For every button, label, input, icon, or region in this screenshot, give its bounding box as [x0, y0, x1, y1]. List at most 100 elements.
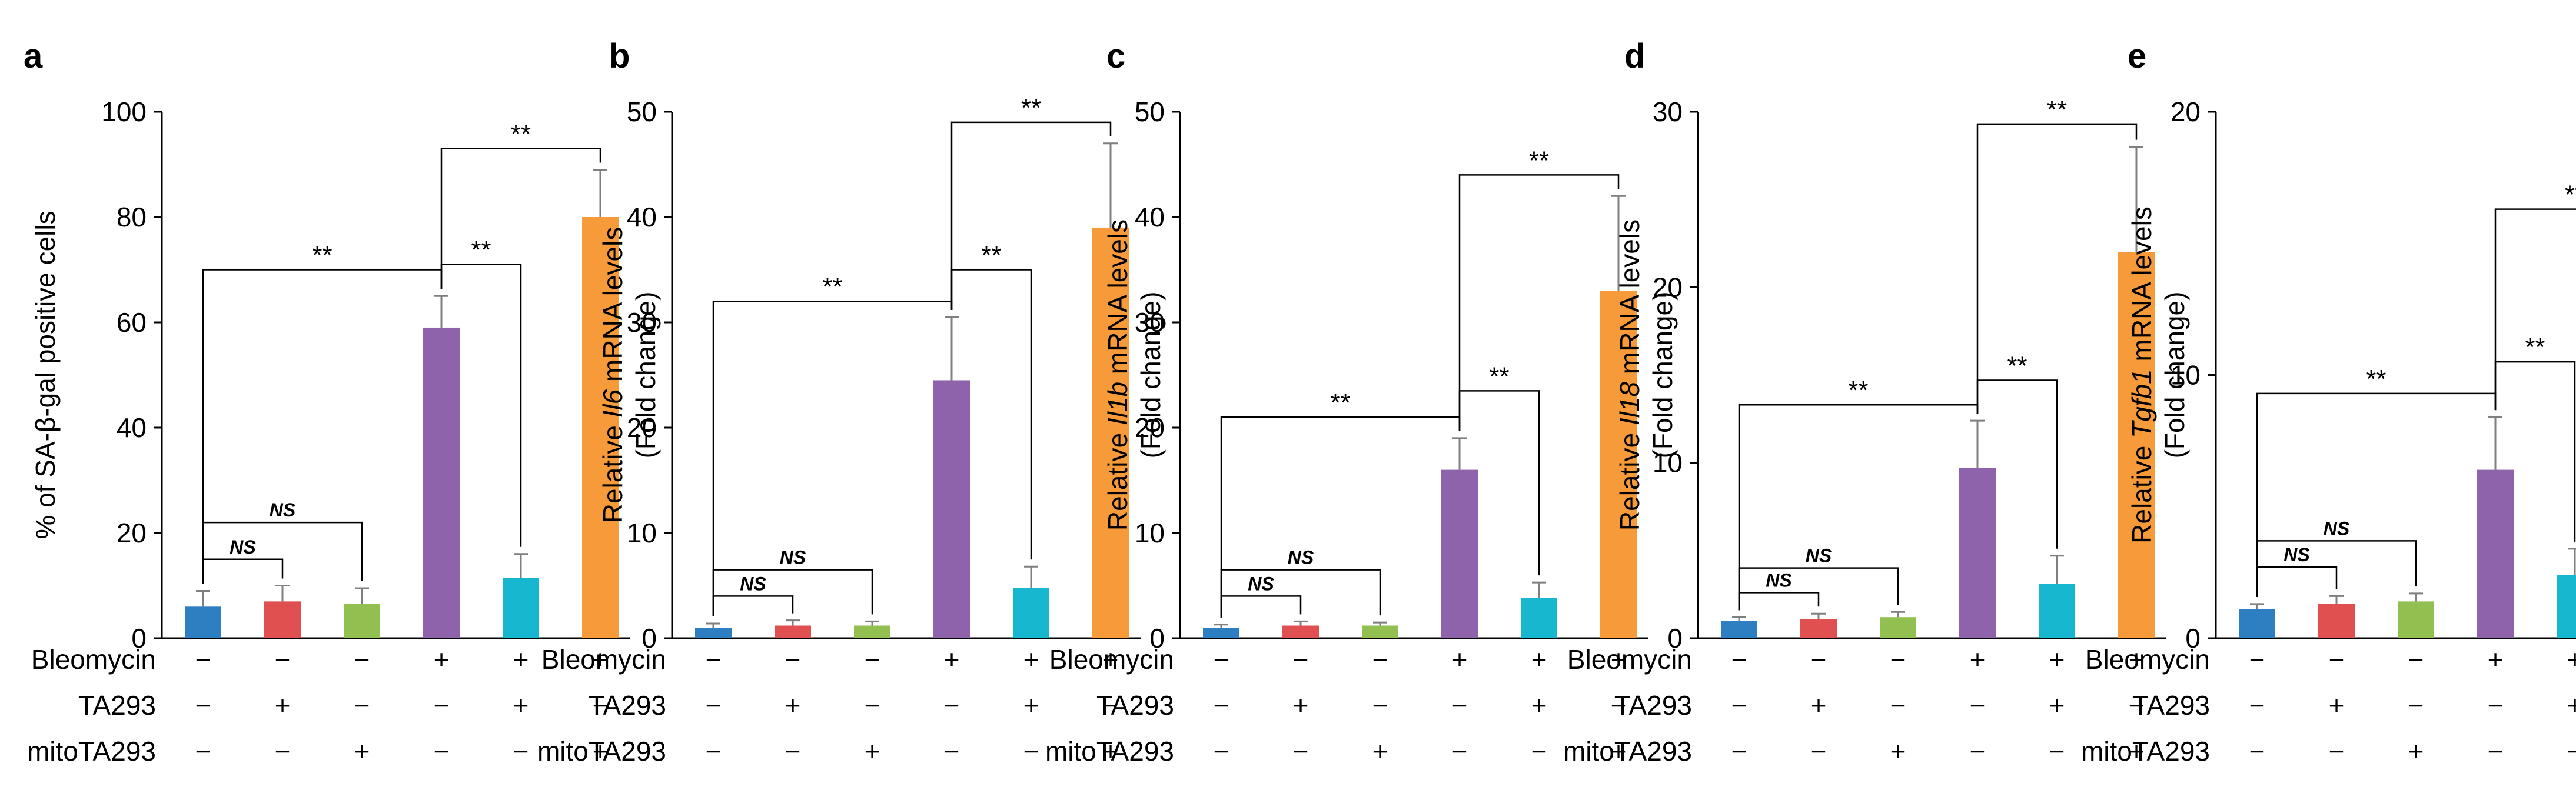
condition-label-bleomycin: Bleomycin — [31, 644, 156, 675]
y-axis-label-line1: % of SA-β-gal positive cells — [30, 211, 61, 539]
y-axis-label-line1: Relative Tgfb1 mRNA levels — [2126, 206, 2157, 544]
bar — [1959, 468, 1996, 638]
condition-sign: − — [865, 644, 880, 675]
condition-sign: − — [1811, 644, 1827, 675]
significance-label: ** — [2007, 351, 2027, 380]
significance-label: ** — [2047, 95, 2067, 124]
y-axis-label-line1: Relative Il1b mRNA levels — [1102, 219, 1133, 531]
y-axis-label-line1: Relative Il18 mRNA levels — [1614, 219, 1645, 531]
panel-letter: b — [609, 37, 630, 75]
y-label-prefix: Relative — [1614, 425, 1645, 531]
bar — [1880, 617, 1916, 638]
y-tick-label: 0 — [1149, 623, 1165, 654]
significance-bracket — [712, 595, 794, 616]
condition-sign: − — [1452, 736, 1468, 766]
y-tick-label: 20 — [1135, 412, 1165, 443]
condition-sign: + — [513, 690, 529, 721]
condition-sign: + — [1023, 644, 1039, 675]
condition-sign: − — [593, 690, 609, 721]
condition-sign: − — [195, 690, 211, 721]
significance-bracket — [2256, 566, 2338, 597]
condition-sign: − — [1731, 644, 1747, 675]
condition-sign: − — [2249, 644, 2265, 675]
condition-sign: + — [944, 644, 960, 675]
condition-sign: − — [195, 736, 211, 766]
y-tick-label: 10 — [2171, 360, 2201, 391]
condition-sign: + — [785, 690, 801, 721]
condition-sign: − — [1214, 736, 1229, 766]
y-tick-label: 20 — [2171, 96, 2201, 127]
condition-sign: + — [2049, 644, 2065, 675]
condition-sign: − — [944, 690, 960, 721]
condition-sign: − — [1293, 736, 1309, 766]
y-label-suffix: mRNA levels — [1614, 219, 1645, 382]
bar — [695, 628, 732, 638]
y-label-suffix: mRNA levels — [597, 227, 628, 389]
significance-label: NS — [740, 573, 766, 594]
y-tick-label: 40 — [1135, 202, 1165, 232]
condition-sign: − — [706, 644, 722, 675]
y-axis-label: Relative Tgfb1 mRNA levels(Fold change) — [2126, 206, 2190, 544]
bar — [2318, 604, 2355, 638]
panel-letter: d — [1624, 37, 1645, 75]
condition-sign: − — [2408, 644, 2424, 675]
bar — [1800, 619, 1837, 638]
significance-label: ** — [511, 120, 531, 149]
condition-sign: − — [275, 644, 291, 675]
bar — [423, 327, 460, 638]
condition-sign: + — [2567, 644, 2576, 675]
condition-sign: − — [354, 644, 370, 675]
condition-sign: − — [1103, 690, 1119, 721]
condition-sign: + — [1970, 644, 1986, 675]
condition-sign: − — [513, 736, 529, 766]
condition-sign: + — [865, 736, 880, 766]
significance-label: NS — [1248, 573, 1274, 594]
y-label-prefix: Relative — [1102, 425, 1133, 531]
condition-sign: − — [1890, 690, 1906, 721]
condition-sign: + — [2129, 736, 2145, 766]
bar — [1362, 625, 1398, 638]
bar — [1441, 469, 1478, 638]
condition-label-ta293: TA293 — [78, 690, 156, 721]
y-tick-label: 60 — [117, 307, 147, 338]
bar — [854, 625, 890, 638]
condition-sign: − — [2249, 690, 2265, 721]
y-label-prefix: Relative — [597, 418, 628, 523]
condition-sign: − — [275, 736, 291, 766]
significance-bracket — [202, 558, 284, 584]
significance-label: NS — [2284, 544, 2310, 565]
y-tick-label: 40 — [627, 202, 657, 232]
condition-sign: − — [434, 690, 450, 721]
y-axis-label-line1: Relative Il6 mRNA levels — [597, 227, 628, 524]
y-axis-label: Relative Il1b mRNA levels (Fold change) — [1102, 219, 1166, 531]
condition-label-ta293: TA293 — [589, 690, 666, 721]
condition-sign: − — [2249, 736, 2265, 766]
significance-label: ** — [1021, 94, 1041, 122]
condition-label-mitota293: mitoTA293 — [1045, 736, 1174, 766]
y-label-prefix: % of SA-β-gal positive cells — [30, 211, 61, 539]
bar — [344, 604, 380, 638]
condition-sign: + — [354, 736, 370, 766]
condition-sign: − — [434, 736, 450, 766]
condition-sign: + — [1452, 644, 1468, 675]
y-label-prefix: Relative — [2126, 438, 2157, 544]
condition-sign: − — [195, 644, 211, 675]
condition-sign: − — [865, 690, 880, 721]
condition-sign: − — [2488, 690, 2504, 721]
condition-sign: − — [2329, 736, 2345, 766]
y-label-gene: Tgfb1 — [2126, 369, 2157, 438]
condition-sign: − — [1731, 690, 1747, 721]
condition-sign: + — [1611, 644, 1627, 675]
significance-label: NS — [1806, 545, 1832, 566]
condition-sign: + — [1103, 736, 1119, 766]
bar — [1013, 588, 1049, 638]
condition-sign: − — [2488, 736, 2504, 766]
condition-sign: − — [1811, 736, 1827, 766]
condition-sign: + — [1531, 690, 1547, 721]
y-axis-label: % of SA-β-gal positive cells — [30, 211, 61, 539]
y-axis-label-line2: (Fold change) — [1135, 292, 1166, 459]
condition-sign: − — [785, 644, 801, 675]
panel-letter: e — [2128, 37, 2146, 75]
condition-sign: + — [2488, 644, 2504, 675]
